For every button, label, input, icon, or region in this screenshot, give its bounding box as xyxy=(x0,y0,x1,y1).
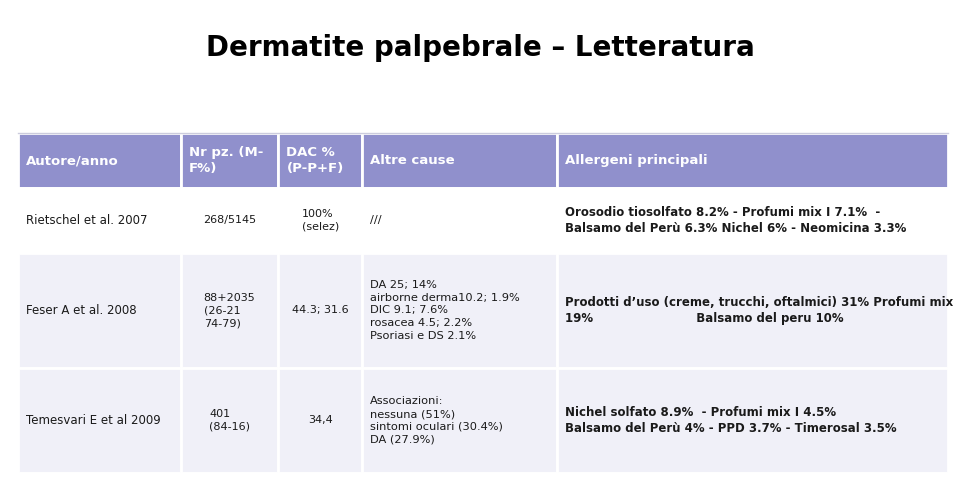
Bar xyxy=(362,133,558,188)
Bar xyxy=(180,473,278,503)
Text: Nichel solfato 8.9%  - Profumi mix I 4.5%
Balsamo del Perù 4% - PPD 3.7% - Timer: Nichel solfato 8.9% - Profumi mix I 4.5%… xyxy=(565,406,897,435)
Text: Allergeni principali: Allergeni principali xyxy=(565,154,708,167)
Text: Associazioni:
nessuna (51%)
sintomi oculari (30.4%)
DA (27.9%): Associazioni: nessuna (51%) sintomi ocul… xyxy=(371,396,503,445)
Text: Dermatite palpebrale – Letteratura: Dermatite palpebrale – Letteratura xyxy=(205,34,755,62)
Text: Temesvari E et al 2009: Temesvari E et al 2009 xyxy=(26,414,160,427)
Text: Autore/anno: Autore/anno xyxy=(26,154,119,167)
Bar xyxy=(362,368,558,473)
Text: ///: /// xyxy=(371,215,382,225)
Bar xyxy=(18,253,180,368)
Bar xyxy=(18,188,180,253)
Text: Rietschel et al. 2007: Rietschel et al. 2007 xyxy=(26,214,148,227)
Text: DA 25; 14%
airborne derma10.2; 1.9%
DIC 9.1; 7.6%
rosacea 4.5; 2.2%
Psoriasi e D: DA 25; 14% airborne derma10.2; 1.9% DIC … xyxy=(371,280,520,341)
Bar xyxy=(278,253,362,368)
Bar xyxy=(278,473,362,503)
Bar xyxy=(180,188,278,253)
Bar xyxy=(558,133,948,188)
Bar xyxy=(558,473,948,503)
Bar xyxy=(18,473,180,503)
Text: Altre cause: Altre cause xyxy=(371,154,455,167)
Text: 44.3; 31.6: 44.3; 31.6 xyxy=(292,305,348,315)
Bar xyxy=(558,253,948,368)
Text: Nr pz. (M-
F%): Nr pz. (M- F%) xyxy=(189,146,263,175)
Bar xyxy=(180,253,278,368)
Bar xyxy=(558,368,948,473)
Bar xyxy=(180,133,278,188)
Text: Orosodio tiosolfato 8.2% - Profumi mix I 7.1%  -
Balsamo del Perù 6.3% Nichel 6%: Orosodio tiosolfato 8.2% - Profumi mix I… xyxy=(565,206,907,235)
Bar xyxy=(18,368,180,473)
Text: Feser A et al. 2008: Feser A et al. 2008 xyxy=(26,304,136,317)
Bar xyxy=(362,253,558,368)
Bar xyxy=(278,133,362,188)
Bar xyxy=(180,368,278,473)
Text: 100%
(selez): 100% (selez) xyxy=(301,209,339,232)
Text: Prodotti d’uso (creme, trucchi, oftalmici) 31% Profumi mix
19%                  : Prodotti d’uso (creme, trucchi, oftalmic… xyxy=(565,296,953,325)
Text: 88+2035
(26-21
74-79): 88+2035 (26-21 74-79) xyxy=(204,293,255,328)
Bar xyxy=(278,188,362,253)
Bar xyxy=(18,133,180,188)
Text: 268/5145: 268/5145 xyxy=(203,215,256,225)
Text: DAC %
(P-P+F): DAC % (P-P+F) xyxy=(286,146,344,175)
Bar xyxy=(558,188,948,253)
Bar xyxy=(362,188,558,253)
Text: 34,4: 34,4 xyxy=(308,415,332,426)
Bar xyxy=(362,473,558,503)
Text: 401
(84-16): 401 (84-16) xyxy=(209,409,250,432)
Bar xyxy=(278,368,362,473)
